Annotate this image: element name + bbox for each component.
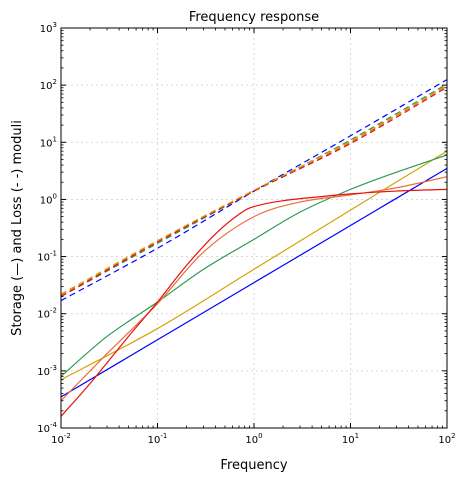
x-tick-label: 10-1: [148, 432, 168, 446]
series-group: [60, 79, 448, 417]
y-tick-label: 100: [40, 192, 57, 206]
y-tick-label: 102: [40, 78, 57, 92]
x-tick-label: 100: [245, 432, 262, 446]
storage-modulus-line-0: [60, 167, 448, 398]
x-axis-label: Frequency: [220, 458, 287, 473]
storage-modulus-line-4: [60, 188, 448, 417]
y-axis-label: Storage (—) and Loss (- -) moduli: [10, 120, 25, 336]
storage-modulus-line-2: [60, 154, 448, 377]
grid-lines: [61, 28, 447, 428]
loss-modulus-line-9: [60, 84, 448, 295]
y-tick-label: 103: [40, 21, 57, 35]
x-tick-label: 102: [438, 432, 455, 446]
chart-title: Frequency response: [189, 10, 319, 25]
x-tick-label: 10-2: [51, 432, 71, 446]
y-tick-label: 10-2: [37, 307, 57, 321]
storage-modulus-line-3: [60, 176, 448, 402]
axis-ticks: 10-2 10-1 100 101 102 10-4 10-3 10-2 10-1 100 101 1…: [37, 21, 455, 446]
loss-modulus-line-6: [60, 83, 448, 298]
x-tick-label: 101: [342, 432, 359, 446]
y-tick-label: 101: [40, 135, 57, 149]
storage-modulus-line-1: [60, 150, 448, 381]
y-tick-label: 10-1: [37, 250, 57, 264]
y-tick-label: 10-4: [37, 421, 57, 435]
loss-modulus-line-5: [60, 79, 448, 302]
y-tick-label: 10-3: [37, 364, 57, 378]
loss-modulus-line-8: [60, 86, 448, 298]
